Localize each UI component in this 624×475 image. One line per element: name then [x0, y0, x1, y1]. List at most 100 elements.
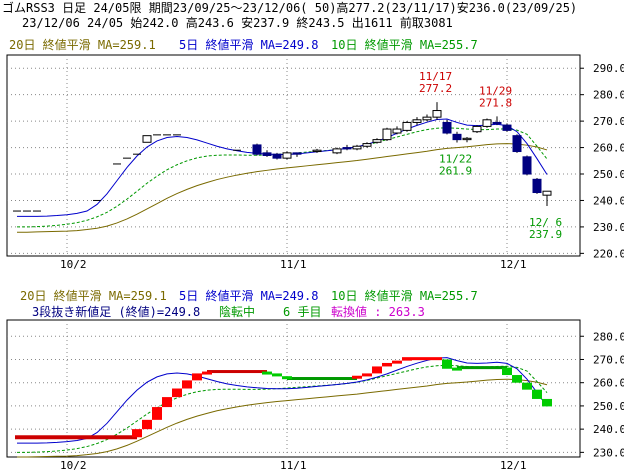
ytick-label-0: 280.0 [593, 89, 624, 102]
annotation-date: 11/22 [439, 153, 472, 166]
annotation-date: 11/17 [419, 70, 452, 83]
candle-body [532, 178, 542, 194]
break-value-label: 3段抜き新値足 (終値)=249.8 [32, 305, 201, 319]
header-line-2: 23/12/06 24/05 始242.0 高243.6 安237.9 終243… [22, 16, 453, 30]
ma20-line-top [17, 143, 548, 233]
break-brick-up [422, 357, 432, 361]
ytick-label-0: 250.0 [593, 168, 624, 181]
plot-frame-0 [6, 54, 581, 257]
candle-body [522, 156, 532, 175]
break-flat-line [457, 366, 507, 370]
ma5-line-bottom [17, 357, 548, 444]
xtick-label-1: 10/2 [60, 459, 87, 472]
top-legend-ma5: 5日 終値平滑 MA=249.8 [179, 38, 319, 52]
annotation-date: 11/29 [479, 84, 512, 97]
ytick-label-1: 270.0 [593, 353, 624, 366]
candle-body [252, 144, 262, 155]
break-brick-up [202, 371, 212, 375]
candle-body [462, 137, 472, 141]
break-base-line [15, 435, 137, 440]
break-brick-down [272, 373, 282, 377]
ytick-label-1: 230.0 [593, 446, 624, 459]
xtick-label-1: 12/1 [500, 459, 527, 472]
break-brick-down [452, 367, 462, 371]
candle-body [482, 119, 492, 127]
candle-body [402, 121, 412, 131]
candle-body [292, 152, 302, 155]
break-brick-up [402, 357, 412, 361]
ytick-label-0: 220.0 [593, 247, 624, 260]
bottom-legend-ma5: 5日 終値平滑 MA=249.8 [179, 289, 319, 303]
break-brick-up [362, 373, 372, 377]
candle-body [262, 152, 272, 157]
break-brick-up [382, 362, 392, 367]
ytick-label-0: 230.0 [593, 221, 624, 234]
break-flat-line [287, 377, 357, 381]
candle-body [372, 139, 382, 143]
annotation-value: 271.8 [479, 96, 512, 109]
ma10-line-top [17, 127, 548, 228]
break-brick-up [412, 357, 422, 361]
candle-body [312, 149, 322, 153]
annotation-value: 277.2 [419, 82, 452, 95]
candle-body [542, 190, 552, 196]
break-brick-up [352, 375, 362, 379]
break-brick-up [172, 388, 182, 398]
break-brick-up [142, 419, 152, 430]
candle-body [282, 152, 292, 159]
annotation-value: 237.9 [529, 228, 562, 241]
break-brick-up [392, 360, 402, 364]
ytick-label-0: 290.0 [593, 62, 624, 75]
reversal-value-label: 転換値 : 263.3 [331, 305, 425, 319]
xtick-label-0: 11/1 [280, 258, 307, 271]
break-brick-up [432, 357, 442, 361]
candle-body [392, 128, 402, 134]
xtick-label-1: 11/1 [280, 459, 307, 472]
ytick-label-0: 270.0 [593, 115, 624, 128]
break-brick-up [372, 366, 382, 374]
annotation-value: 261.9 [439, 165, 472, 178]
candle-body [142, 135, 152, 143]
break-brick-up [182, 380, 192, 389]
break-brick-down [282, 376, 292, 380]
bottom-legend-ma20: 20日 終値平滑 MA=259.1 [20, 289, 167, 303]
break-brick-down [512, 375, 522, 383]
break-brick-down [502, 367, 512, 376]
ma20-line-bottom [17, 378, 548, 458]
break-brick-down [522, 382, 532, 390]
candle-body [342, 147, 352, 150]
candle-body [362, 143, 372, 147]
candle-body [382, 128, 392, 141]
top-legend-ma10: 10日 終値平滑 MA=255.7 [331, 38, 478, 52]
break-brick-up [152, 407, 162, 420]
candle-body [332, 148, 342, 154]
candle-body [422, 116, 432, 121]
break-brick-up [132, 429, 142, 438]
candle-body [502, 124, 512, 131]
candle-body [412, 119, 422, 123]
ytick-label-1: 260.0 [593, 377, 624, 390]
header-line-1: ゴムRSS3 日足 24/05限 期間23/09/25〜23/12/06( 50… [2, 1, 578, 15]
break-brick-down [542, 398, 552, 407]
bottom-legend-ma10: 10日 終値平滑 MA=255.7 [331, 289, 478, 303]
candle-body [472, 125, 482, 133]
ytick-label-0: 260.0 [593, 142, 624, 155]
annotation-date: 12/ 6 [529, 216, 562, 229]
ma5-line-top [17, 118, 548, 217]
break-brick-down [532, 389, 542, 399]
break-brick-up [162, 397, 172, 408]
ytick-label-1: 240.0 [593, 423, 624, 436]
break-brick-down [442, 359, 452, 369]
candle-body [492, 121, 502, 125]
break-flat-line [207, 370, 267, 374]
ytick-label-0: 240.0 [593, 194, 624, 207]
candle-body [272, 153, 282, 159]
xtick-label-0: 10/2 [60, 258, 87, 271]
break-brick-down [262, 371, 272, 375]
break-count-label: 6 手目 [283, 305, 322, 319]
ytick-label-1: 250.0 [593, 400, 624, 413]
break-trend-label: 陰転中 [219, 305, 256, 319]
ytick-label-1: 280.0 [593, 330, 624, 343]
top-legend-ma20: 20日 終値平滑 MA=259.1 [9, 38, 156, 52]
